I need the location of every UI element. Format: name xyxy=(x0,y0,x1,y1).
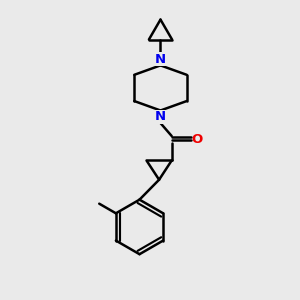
Text: N: N xyxy=(155,52,166,66)
Text: O: O xyxy=(192,133,203,146)
Text: N: N xyxy=(155,110,166,123)
